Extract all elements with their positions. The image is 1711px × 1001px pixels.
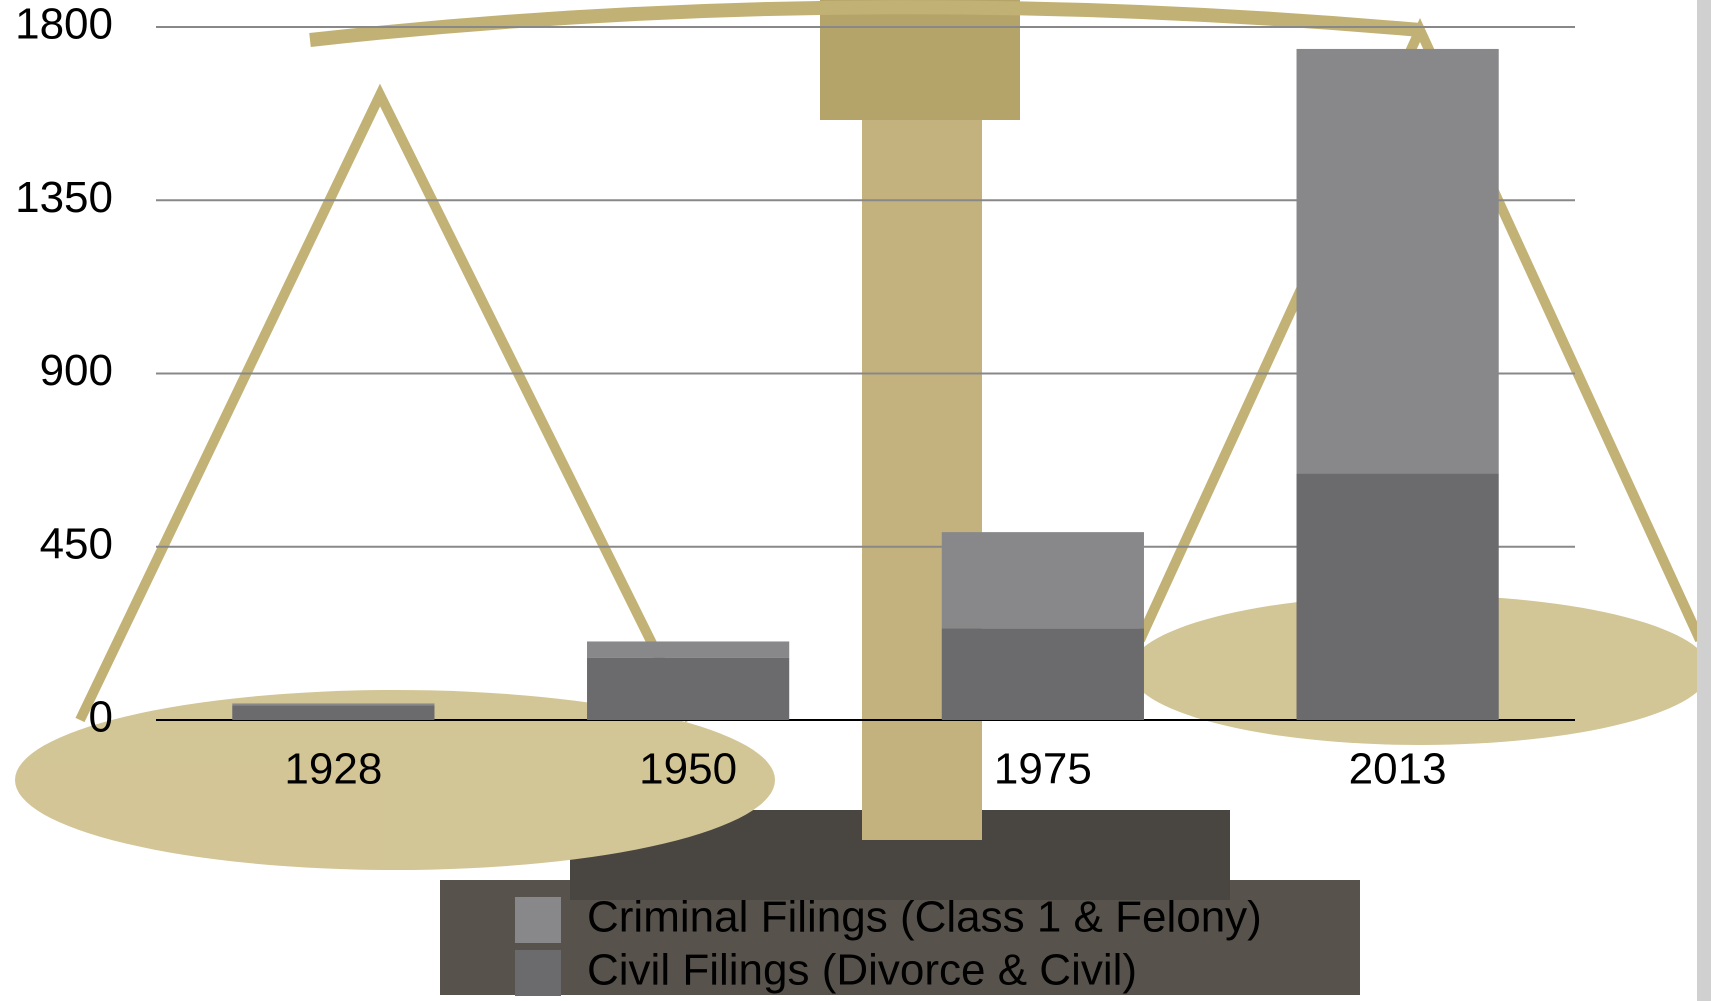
bar-segment — [1297, 473, 1499, 720]
bar-segment — [587, 658, 789, 720]
legend-swatch — [515, 897, 561, 943]
x-tick-label: 1950 — [639, 745, 737, 794]
x-tick-label: 1975 — [994, 745, 1092, 794]
x-tick-label: 1928 — [284, 745, 382, 794]
legend-label: Civil Filings (Divorce & Civil) — [587, 946, 1137, 995]
y-tick-label: 1800 — [15, 0, 113, 49]
y-tick-label: 900 — [40, 346, 113, 395]
chart: 0 450 900 1350 1800 1928 1950 1975 2013 Criminal … — [0, 0, 1711, 1001]
x-tick-label: 2013 — [1349, 745, 1447, 794]
bar-segment — [232, 703, 434, 705]
bar-segment — [1297, 49, 1499, 473]
chain — [80, 95, 690, 720]
legend-swatch — [515, 950, 561, 996]
legend-label: Criminal Filings (Class 1 & Felony) — [587, 893, 1262, 942]
pillar-head — [820, 0, 1020, 120]
y-tick-label: 1350 — [15, 173, 113, 222]
bar-segment — [942, 532, 1144, 628]
scrollbar — [1697, 0, 1711, 1001]
bar-segment — [942, 628, 1144, 720]
y-tick-label: 450 — [40, 519, 113, 568]
y-tick-label: 0 — [89, 693, 113, 742]
bar-segment — [587, 641, 789, 657]
pillar — [862, 100, 982, 840]
bar-segment — [232, 705, 434, 720]
